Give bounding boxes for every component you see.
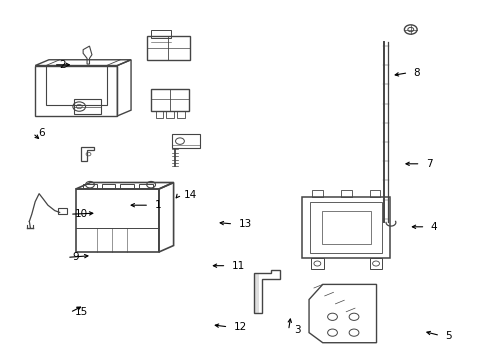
Bar [155,111,163,118]
Bar [120,184,134,188]
Text: 2: 2 [59,60,66,70]
Bar [166,111,174,118]
Text: 11: 11 [231,261,244,271]
Text: 13: 13 [238,219,251,229]
Bar [139,184,152,188]
Text: 4: 4 [430,222,437,232]
Bar [177,111,184,118]
Bar [369,258,382,269]
Text: 12: 12 [233,322,246,332]
Bar [102,184,115,188]
Text: 9: 9 [72,252,79,262]
Bar [150,89,188,111]
Bar [172,134,200,148]
Text: 14: 14 [183,190,197,200]
Bar [150,30,171,38]
Bar [83,184,97,188]
Bar [146,36,189,60]
Bar [310,258,323,269]
Text: 10: 10 [75,209,88,219]
Text: 15: 15 [75,307,88,318]
Bar [74,99,101,114]
Text: 5: 5 [445,330,451,341]
Text: 8: 8 [413,68,420,78]
Bar [321,211,370,244]
Text: 3: 3 [293,325,300,336]
Text: 6: 6 [38,128,45,138]
Bar [58,208,66,214]
Text: 7: 7 [425,159,432,169]
Text: 1: 1 [154,200,161,210]
